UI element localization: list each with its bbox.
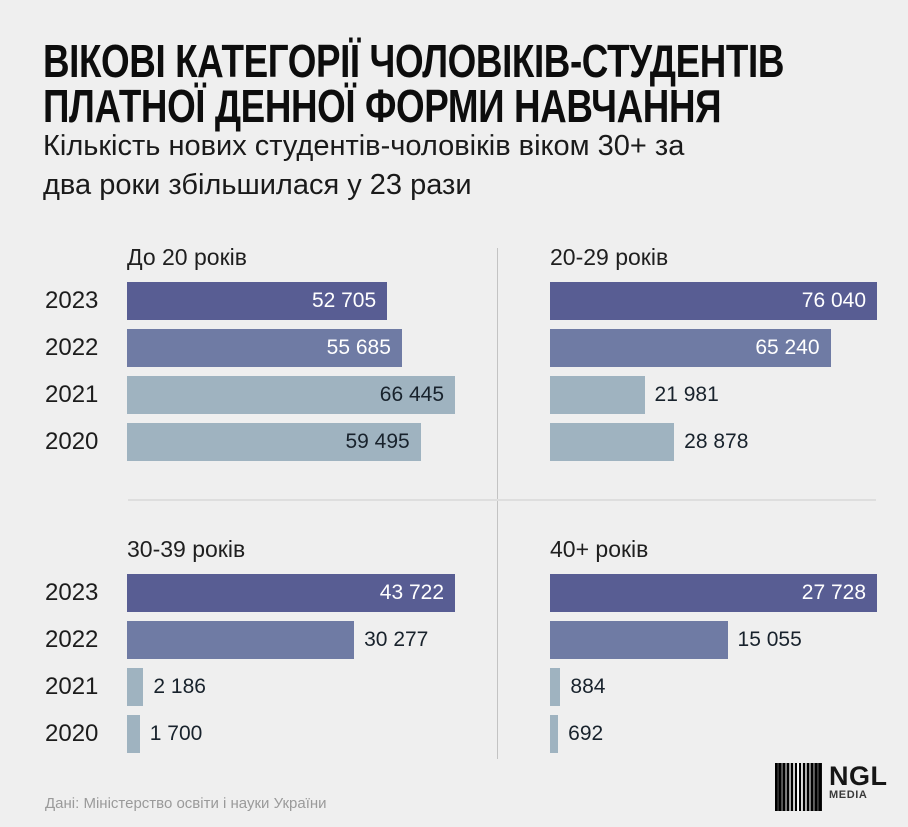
bar-track: 55 685 bbox=[127, 329, 455, 367]
chart-bars: 76 040 65 240 21 981 28 878 bbox=[550, 282, 877, 461]
logo-text-block: NGL MEDIA bbox=[829, 761, 888, 802]
year-label: 2020 bbox=[45, 428, 99, 455]
bar-row-2020: 2020 1 700 bbox=[45, 715, 455, 753]
year-label: 2022 bbox=[45, 626, 99, 653]
chart-bars: 2023 52 705 2022 55 685 2021 66 445 2020 59 495 bbox=[45, 282, 455, 461]
bar-value-label: 1 700 bbox=[149, 722, 203, 745]
bar-value-label: 692 bbox=[568, 722, 604, 745]
bar-2022 bbox=[127, 621, 355, 659]
bar-row-2020: 2020 59 495 bbox=[45, 423, 455, 461]
page-subtitle: Кількість нових студентів-чоловіків віко… bbox=[43, 127, 684, 205]
bar-2021 bbox=[127, 668, 144, 706]
bar-row-2021: 21 981 bbox=[550, 376, 877, 414]
bar-2020 bbox=[550, 715, 559, 753]
chart-40-plus: 40+ років 27 728 15 055 884 692 bbox=[550, 535, 877, 762]
chart-title-30-39: 30-39 років bbox=[127, 536, 246, 562]
chart-bars: 27 728 15 055 884 692 bbox=[550, 574, 877, 753]
bar-2022: 65 240 bbox=[550, 329, 831, 367]
logo-name: NGL bbox=[829, 761, 888, 791]
bar-value-label: 52 705 bbox=[311, 289, 377, 312]
bar-track: 21 981 bbox=[550, 376, 877, 414]
bar-row-2021: 2021 66 445 bbox=[45, 376, 455, 414]
bar-row-2022: 2022 55 685 bbox=[45, 329, 455, 367]
ngl-media-logo: NGL MEDIA bbox=[775, 763, 888, 811]
page-subtitle-line2: два роки збільшилася у 23 рази bbox=[43, 169, 472, 201]
bar-2023: 43 722 bbox=[127, 574, 455, 612]
chart-bars: 2023 43 722 2022 30 277 2021 2 186 2020 1 700 bbox=[45, 574, 455, 753]
bar-2022: 55 685 bbox=[127, 329, 402, 367]
bar-row-2022: 65 240 bbox=[550, 329, 877, 367]
year-label: 2020 bbox=[45, 720, 99, 747]
bar-track: 692 bbox=[550, 715, 877, 753]
bar-row-2023: 27 728 bbox=[550, 574, 877, 612]
bar-2023: 27 728 bbox=[550, 574, 877, 612]
bar-2022 bbox=[550, 621, 728, 659]
bar-row-2020: 28 878 bbox=[550, 423, 877, 461]
bar-2021 bbox=[550, 668, 561, 706]
year-label: 2021 bbox=[45, 673, 99, 700]
page-title: ВІКОВІ КАТЕГОРІЇ ЧОЛОВІКІВ-СТУДЕНТІВ ПЛА… bbox=[43, 34, 784, 132]
bar-row-2021: 2021 2 186 bbox=[45, 668, 455, 706]
bar-value-label: 43 722 bbox=[379, 581, 444, 604]
chart-20-29: 20-29 років 76 040 65 240 21 981 28 878 bbox=[550, 243, 877, 470]
bar-value-label: 76 040 bbox=[801, 289, 866, 312]
chart-title-40-plus: 40+ років bbox=[550, 536, 649, 562]
year-label: 2021 bbox=[45, 381, 99, 408]
bar-2020: 59 495 bbox=[127, 423, 421, 461]
bar-row-2022: 15 055 bbox=[550, 621, 877, 659]
bar-value-label: 21 981 bbox=[654, 383, 719, 406]
bar-track: 65 240 bbox=[550, 329, 877, 367]
vertical-divider bbox=[497, 248, 498, 759]
bar-track: 884 bbox=[550, 668, 877, 706]
chart-title-20-29: 20-29 років bbox=[550, 244, 669, 270]
bar-track: 28 878 bbox=[550, 423, 877, 461]
page-title-line1: ВІКОВІ КАТЕГОРІЇ ЧОЛОВІКІВ-СТУДЕНТІВ bbox=[43, 34, 784, 87]
bar-track: 30 277 bbox=[127, 621, 455, 659]
bar-value-label: 28 878 bbox=[684, 430, 749, 453]
year-label: 2023 bbox=[45, 287, 99, 314]
bar-value-label: 27 728 bbox=[801, 581, 866, 604]
bar-row-2023: 2023 43 722 bbox=[45, 574, 455, 612]
bar-track: 43 722 bbox=[127, 574, 455, 612]
bar-2023: 76 040 bbox=[550, 282, 877, 320]
bar-2020 bbox=[550, 423, 675, 461]
bar-track: 27 728 bbox=[550, 574, 877, 612]
bar-value-label: 66 445 bbox=[379, 383, 444, 406]
bar-track: 66 445 bbox=[127, 376, 455, 414]
bar-row-2021: 884 bbox=[550, 668, 877, 706]
bar-value-label: 15 055 bbox=[737, 628, 802, 651]
bar-value-label: 55 685 bbox=[326, 336, 391, 359]
bar-row-2020: 692 bbox=[550, 715, 877, 753]
bar-track: 1 700 bbox=[127, 715, 455, 753]
bar-row-2023: 76 040 bbox=[550, 282, 877, 320]
chart-title-under-20: До 20 років bbox=[127, 244, 247, 270]
bar-row-2022: 2022 30 277 bbox=[45, 621, 455, 659]
year-label: 2022 bbox=[45, 334, 99, 361]
page-title-line2: ПЛАТНОЇ ДЕННОЇ ФОРМИ НАВЧАННЯ bbox=[43, 79, 722, 132]
bar-row-2023: 2023 52 705 bbox=[45, 282, 455, 320]
chart-30-39: 30-39 років 2023 43 722 2022 30 277 2021 2 18… bbox=[45, 535, 455, 762]
bar-track: 52 705 bbox=[127, 282, 455, 320]
year-label: 2023 bbox=[45, 579, 99, 606]
bar-value-label: 59 495 bbox=[345, 430, 410, 453]
page-subtitle-line1: Кількість нових студентів-чоловіків віко… bbox=[43, 130, 685, 162]
bar-value-label: 65 240 bbox=[755, 336, 820, 359]
data-source-caption: Дані: Міністерство освіти і науки Україн… bbox=[45, 795, 327, 812]
bar-2021 bbox=[550, 376, 645, 414]
logo-subname: MEDIA bbox=[829, 789, 868, 801]
bar-track: 2 186 bbox=[127, 668, 455, 706]
bar-value-label: 884 bbox=[570, 675, 606, 698]
bar-track: 76 040 bbox=[550, 282, 877, 320]
barcode-logo-icon bbox=[775, 763, 822, 811]
bar-track: 15 055 bbox=[550, 621, 877, 659]
bar-2021: 66 445 bbox=[127, 376, 455, 414]
horizontal-divider bbox=[128, 499, 876, 501]
bar-track: 59 495 bbox=[127, 423, 455, 461]
chart-under-20: До 20 років 2023 52 705 2022 55 685 2021 66 4… bbox=[45, 243, 455, 470]
bar-2023: 52 705 bbox=[127, 282, 388, 320]
bar-value-label: 2 186 bbox=[153, 675, 206, 698]
bar-value-label: 30 277 bbox=[364, 628, 429, 651]
bar-2020 bbox=[127, 715, 140, 753]
